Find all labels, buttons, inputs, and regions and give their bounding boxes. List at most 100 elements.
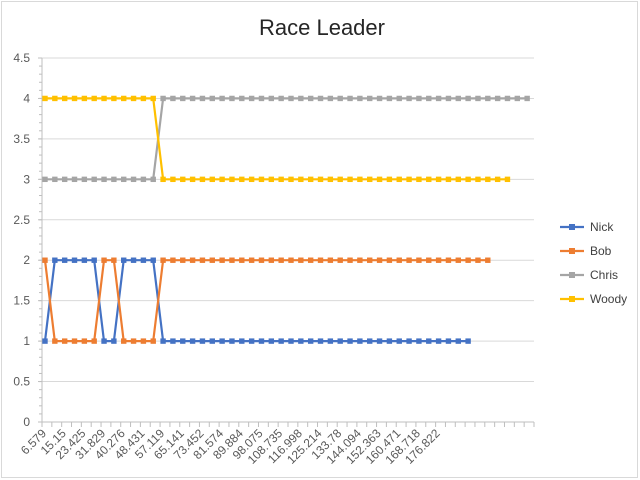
data-point-bob — [160, 257, 166, 263]
data-point-chris — [376, 95, 383, 102]
data-point-bob — [376, 257, 383, 263]
data-point-nick — [455, 338, 461, 344]
data-point-nick — [91, 257, 97, 263]
data-point-nick — [81, 257, 88, 263]
data-point-chris — [170, 95, 176, 102]
data-point-chris — [504, 95, 511, 102]
data-point-nick — [376, 338, 383, 344]
data-point-bob — [209, 257, 215, 263]
data-point-bob — [298, 257, 304, 263]
data-point-woody — [327, 176, 334, 183]
data-point-nick — [327, 338, 334, 344]
data-point-chris — [61, 176, 68, 183]
data-point-woody — [239, 176, 245, 183]
data-point-woody — [219, 176, 225, 183]
data-point-bob — [445, 257, 452, 263]
data-point-bob — [357, 257, 363, 263]
data-point-bob — [426, 257, 432, 263]
legend-marker-chris — [569, 272, 575, 278]
data-point-woody — [229, 176, 235, 183]
data-point-nick — [111, 338, 117, 344]
data-point-nick — [121, 257, 127, 263]
legend-label-bob: Bob — [590, 244, 612, 258]
data-point-bob — [111, 257, 117, 263]
data-point-chris — [42, 176, 48, 183]
data-point-chris — [180, 95, 186, 102]
data-point-woody — [91, 95, 97, 102]
data-point-woody — [278, 176, 284, 183]
data-point-bob — [81, 338, 88, 344]
data-point-bob — [52, 338, 58, 344]
data-point-woody — [199, 176, 206, 183]
data-point-bob — [386, 257, 393, 263]
data-point-bob — [288, 257, 294, 263]
data-point-nick — [42, 338, 48, 344]
data-point-chris — [219, 95, 225, 102]
data-point-woody — [307, 176, 314, 183]
data-point-woody — [485, 176, 491, 183]
data-point-nick — [71, 257, 78, 263]
data-point-nick — [268, 338, 275, 344]
data-point-nick — [52, 257, 58, 263]
data-point-woody — [140, 95, 147, 102]
data-point-bob — [121, 338, 127, 344]
data-point-woody — [347, 176, 353, 183]
data-point-chris — [465, 95, 471, 102]
data-point-nick — [248, 338, 255, 344]
data-point-woody — [130, 95, 137, 102]
data-point-woody — [248, 176, 255, 183]
data-point-chris — [239, 95, 245, 102]
data-point-woody — [406, 176, 412, 183]
data-point-woody — [81, 95, 88, 102]
data-point-bob — [71, 338, 78, 344]
data-point-nick — [396, 338, 402, 344]
data-point-bob — [130, 338, 137, 344]
data-point-bob — [42, 257, 48, 263]
data-point-woody — [160, 176, 166, 183]
data-point-bob — [91, 338, 97, 344]
data-point-chris — [514, 95, 521, 102]
data-point-chris — [160, 95, 166, 102]
data-point-woody — [52, 95, 58, 102]
data-point-woody — [121, 95, 127, 102]
data-point-nick — [435, 338, 442, 344]
data-point-nick — [130, 257, 137, 263]
data-point-woody — [101, 95, 107, 102]
data-point-chris — [121, 176, 127, 183]
data-point-bob — [406, 257, 412, 263]
legend-label-woody: Woody — [590, 292, 627, 306]
data-point-bob — [258, 257, 265, 263]
data-point-chris — [199, 95, 206, 102]
data-point-chris — [416, 95, 422, 102]
data-point-woody — [298, 176, 304, 183]
data-point-bob — [229, 257, 235, 263]
data-point-nick — [386, 338, 393, 344]
data-point-nick — [258, 338, 265, 344]
data-point-woody — [357, 176, 363, 183]
data-point-bob — [61, 338, 68, 344]
data-point-nick — [426, 338, 432, 344]
data-point-nick — [101, 338, 107, 344]
data-point-bob — [239, 257, 245, 263]
x-axis: 6.57915.1523.42531.82940.27648.43157.119… — [18, 421, 535, 467]
data-point-woody — [71, 95, 78, 102]
data-point-chris — [140, 176, 147, 183]
y-tick-label: 0 — [23, 415, 30, 429]
plot-series — [42, 95, 530, 344]
data-point-chris — [71, 176, 78, 183]
data-point-chris — [248, 95, 255, 102]
data-point-nick — [239, 338, 245, 344]
data-point-bob — [219, 257, 225, 263]
y-tick-label: 3 — [23, 172, 30, 186]
chart-title: Race Leader — [259, 15, 385, 40]
data-point-bob — [268, 257, 275, 263]
data-point-chris — [189, 95, 196, 102]
data-point-nick — [209, 338, 215, 344]
data-point-nick — [180, 338, 186, 344]
data-point-bob — [475, 257, 481, 263]
data-point-woody — [189, 176, 196, 183]
legend-label-chris: Chris — [590, 268, 618, 282]
data-point-bob — [248, 257, 255, 263]
data-point-bob — [347, 257, 353, 263]
